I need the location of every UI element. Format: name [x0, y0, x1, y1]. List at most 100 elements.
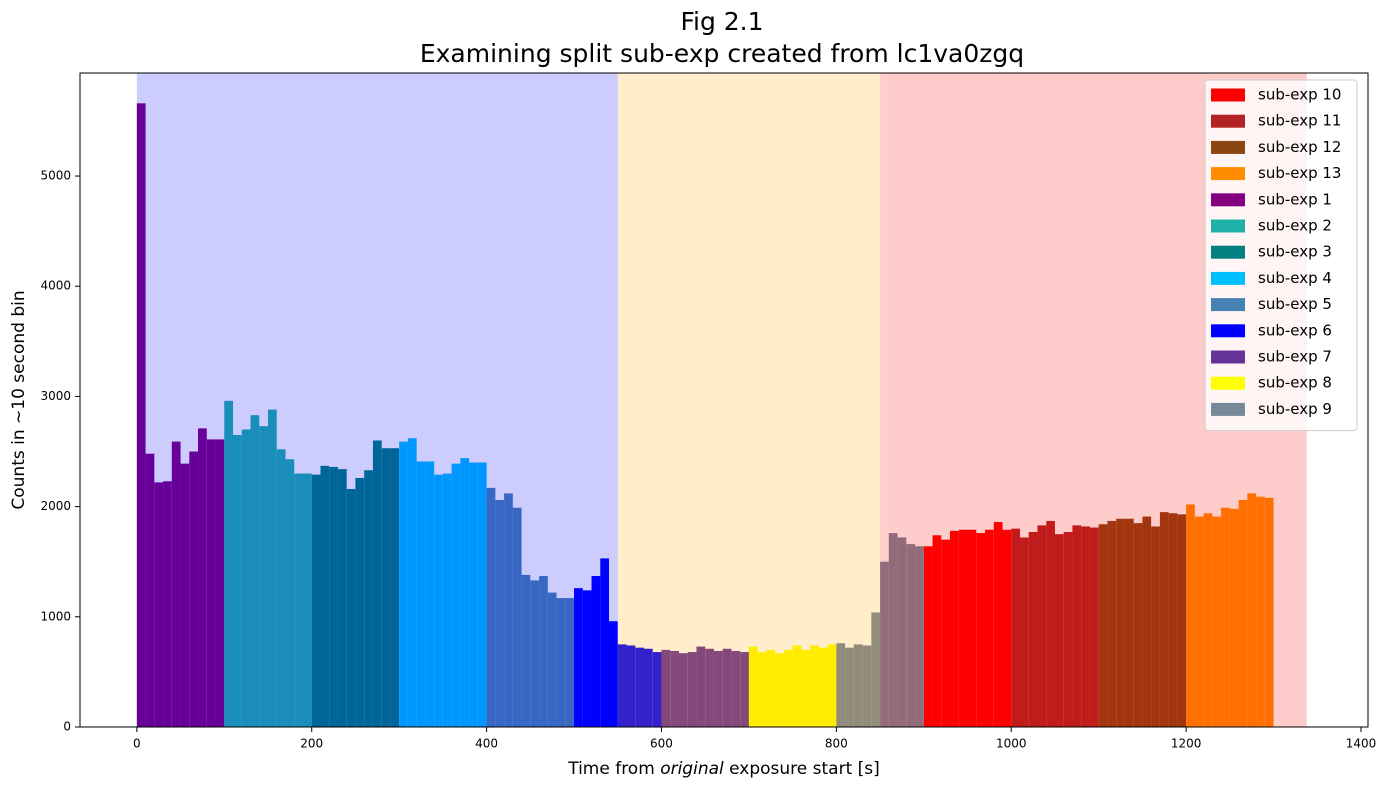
bar [1063, 531, 1073, 727]
bar [547, 592, 557, 727]
x-tick-label: 400 [475, 737, 498, 751]
bar [1264, 497, 1274, 727]
bar [1107, 520, 1117, 727]
bar [233, 434, 242, 727]
bar [1046, 520, 1055, 727]
x-tick-label: 1200 [1171, 737, 1202, 751]
legend-swatch [1211, 376, 1245, 390]
bar [1238, 500, 1248, 727]
legend-swatch [1211, 193, 1245, 207]
legend-swatch [1211, 88, 1245, 102]
bar [1142, 516, 1152, 727]
bar [346, 488, 356, 727]
bar [1019, 537, 1029, 727]
bar [635, 647, 644, 727]
legend-label: sub-exp 13 [1258, 164, 1341, 182]
bar [224, 400, 234, 727]
bar [136, 103, 146, 727]
bar [294, 473, 303, 727]
bar [1002, 529, 1012, 727]
bar [565, 598, 575, 727]
bar [1212, 516, 1222, 727]
bar [163, 481, 172, 727]
bar [582, 590, 592, 727]
bar [923, 546, 933, 727]
y-tick-label: 5000 [40, 169, 71, 183]
bar [1098, 524, 1108, 727]
legend-label: sub-exp 11 [1258, 112, 1341, 130]
legend-swatch [1211, 402, 1245, 416]
bar [757, 652, 767, 727]
bar [574, 588, 583, 727]
legend-swatch [1211, 298, 1245, 312]
legend-swatch [1211, 167, 1245, 181]
y-tick-label: 0 [63, 720, 71, 734]
x-tick-label: 1000 [996, 737, 1027, 751]
bar [950, 530, 959, 727]
legend-label: sub-exp 2 [1258, 217, 1332, 235]
bar [241, 429, 251, 727]
bar [958, 529, 968, 727]
bar [206, 439, 216, 727]
bar [880, 561, 889, 727]
bar [267, 409, 277, 727]
bar [504, 493, 513, 727]
bar [355, 477, 365, 727]
bar [643, 648, 653, 727]
bar [390, 448, 400, 727]
legend-swatch [1211, 114, 1245, 128]
chart-subtitle: Examining split sub-exp created from lc1… [420, 39, 1024, 68]
legend-swatch [1211, 324, 1245, 338]
x-axis-label-part: exposure start [s] [729, 759, 880, 779]
bar [521, 574, 531, 727]
bar [198, 428, 207, 727]
bar [705, 648, 714, 727]
bar [1037, 525, 1047, 727]
bar [530, 580, 540, 727]
bar [1203, 513, 1213, 727]
bar [189, 451, 199, 727]
bar [154, 482, 164, 727]
bar [775, 653, 784, 727]
bar [1186, 504, 1195, 727]
bar [591, 576, 601, 727]
bar [1177, 514, 1187, 727]
chart-title: Fig 2.1 [680, 7, 763, 36]
legend-label: sub-exp 10 [1258, 86, 1341, 104]
shaded-region [617, 73, 881, 727]
y-tick-label: 3000 [40, 389, 71, 403]
legend-label: sub-exp 6 [1258, 321, 1332, 339]
bar [617, 644, 627, 727]
bar [818, 647, 828, 727]
bar [748, 646, 758, 727]
bar [696, 646, 706, 727]
bar [1133, 523, 1143, 727]
bar [416, 461, 426, 727]
bar [556, 598, 566, 727]
bar [285, 459, 295, 727]
bar [486, 487, 496, 727]
bar [661, 649, 671, 727]
bar [381, 448, 391, 727]
bar [311, 474, 321, 727]
bar [399, 441, 408, 727]
bar [276, 449, 286, 727]
bar [976, 533, 986, 727]
bar [302, 473, 312, 727]
bar [407, 438, 417, 727]
bar [670, 650, 679, 727]
bar [897, 537, 907, 727]
bar [1081, 526, 1090, 727]
bar [845, 647, 854, 727]
y-axis-label: Counts in ~10 second bin [9, 290, 29, 509]
bar [967, 529, 977, 727]
bar [941, 539, 951, 727]
bar [915, 546, 924, 727]
bar [1054, 534, 1064, 727]
bar [1221, 507, 1230, 727]
bar [320, 465, 330, 727]
bar [783, 649, 793, 727]
bar [626, 645, 636, 727]
bar [215, 439, 225, 727]
